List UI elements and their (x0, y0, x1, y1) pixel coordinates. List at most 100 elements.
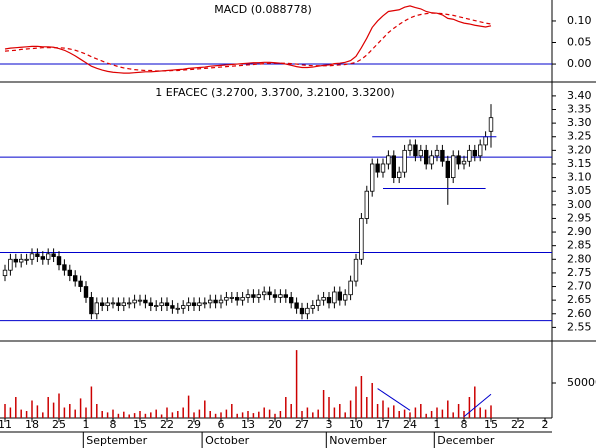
volume-bar (290, 404, 292, 418)
candle-body (62, 264, 67, 271)
volume-bar (4, 404, 6, 418)
x-tick-label: 17 (376, 418, 390, 431)
volume-bar (160, 414, 163, 418)
candle-body (261, 291, 267, 296)
y-tick-label: 2.90 (567, 225, 592, 238)
volume-bar (241, 412, 244, 418)
candle-body (337, 291, 342, 301)
volume-bar (344, 412, 346, 418)
volume-bar (490, 405, 492, 418)
candle-body (153, 305, 159, 307)
volume-bar (295, 350, 298, 418)
volume-bar (231, 404, 233, 418)
x-tick-label: 25 (52, 418, 66, 431)
volume-bar (182, 407, 184, 418)
candle-body (429, 155, 434, 165)
x-tick-label: 8 (461, 418, 468, 431)
volume-bar (263, 407, 265, 418)
y-tick-label: 0.05 (567, 36, 592, 49)
candle-body (121, 302, 126, 306)
volume-bar (220, 412, 222, 418)
volume-bar (171, 412, 174, 418)
y-tick-label: 3.10 (567, 171, 592, 184)
candle-body (310, 305, 315, 309)
candle-body (24, 258, 29, 261)
volume-bar (430, 411, 433, 418)
volume-bar (128, 414, 130, 418)
y-tick-label: 2.70 (567, 280, 592, 293)
candle-body (369, 163, 375, 192)
volume-bar (79, 398, 82, 418)
volume-bar (420, 404, 422, 418)
x-tick-label: 6 (218, 418, 225, 431)
volume-bar (414, 407, 417, 418)
candle-body (461, 160, 467, 165)
candle-body (440, 149, 445, 162)
volume-bar (47, 397, 49, 418)
trend-line (377, 388, 411, 411)
volume-bar (150, 412, 152, 418)
volume-bar (236, 413, 238, 418)
volume-bar (85, 407, 87, 418)
volume-bar (371, 383, 373, 418)
volume-bar (96, 404, 98, 418)
volume-bar (452, 412, 454, 418)
volume-bar (42, 412, 44, 418)
volume-bar (90, 386, 93, 418)
volume-bar (376, 404, 379, 418)
volume-bar (58, 393, 60, 418)
volume-bar (322, 390, 325, 418)
candle-body (29, 253, 35, 260)
volume-bar (425, 413, 427, 418)
y-tick-label: 0.00 (567, 57, 592, 70)
y-tick-label: 2.80 (567, 252, 592, 265)
chart-title: MACD (0.088778) (214, 3, 312, 16)
volume-bar (20, 409, 22, 418)
y-tick-label: 2.55 (567, 320, 592, 333)
candle-body (305, 307, 310, 315)
candle-body (288, 297, 294, 304)
month-label: December (437, 434, 495, 447)
candle-body (105, 302, 110, 306)
candle-body (251, 294, 256, 298)
candle-body (218, 299, 224, 304)
y-tick-label: 3.00 (567, 198, 592, 211)
candle-body (175, 307, 180, 310)
candle-body (73, 275, 78, 282)
candle-body (234, 297, 240, 301)
volume-bar (328, 397, 330, 418)
candle-body (294, 302, 299, 309)
volume-bar (382, 400, 384, 418)
macd-line (4, 12, 492, 72)
y-tick-label: 2.85 (567, 239, 592, 252)
volume-bar (333, 407, 336, 418)
candle-body (67, 269, 72, 277)
volume-bar (166, 407, 168, 418)
volume-bar (474, 386, 476, 418)
candle-body (229, 297, 234, 299)
x-tick-label: 20 (268, 418, 282, 431)
candle-body (418, 149, 423, 157)
volume-bar (139, 411, 141, 418)
x-tick-label: 15 (133, 418, 147, 431)
candle-body (202, 302, 207, 305)
volume-bar (123, 411, 125, 418)
candle-body (143, 299, 148, 304)
volume-bar (63, 407, 66, 418)
volume-bar (339, 404, 341, 418)
volume-bar (144, 413, 147, 418)
macd-line (4, 5, 492, 74)
candle-body (240, 297, 245, 301)
volume-bar (355, 386, 357, 418)
y-tick-label: 3.40 (567, 89, 592, 102)
y-tick-label: 0.10 (567, 14, 592, 27)
volume-bar (187, 395, 190, 418)
candle-body (375, 163, 380, 173)
candle-body (56, 256, 62, 266)
candle-body (488, 117, 494, 132)
volume-bar (193, 412, 195, 418)
x-tick-label: 1 (434, 418, 441, 431)
volume-bar (279, 411, 282, 418)
y-tick-label: 3.05 (567, 184, 592, 197)
